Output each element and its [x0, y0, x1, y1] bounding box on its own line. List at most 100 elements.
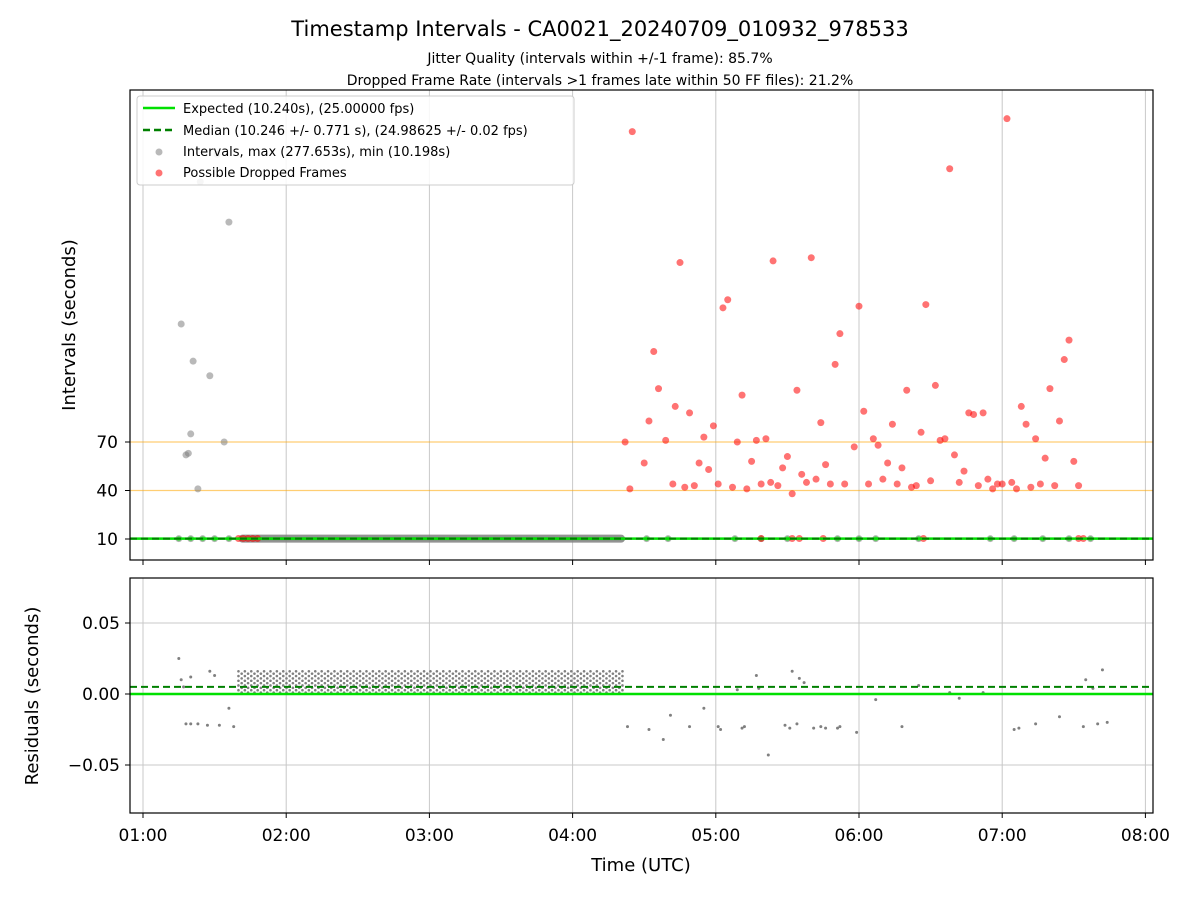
residual-band-dot: [467, 684, 471, 687]
residual-band-dot: [397, 688, 400, 692]
residual-band-dot: [576, 679, 579, 683]
legend-dropped-swatch: [155, 169, 163, 177]
residual-band-dot: [589, 674, 592, 678]
residual-band-dot: [486, 674, 490, 678]
residual-point: [790, 669, 794, 673]
dropped-frame-point: [686, 409, 694, 417]
residual-band-dot: [249, 679, 253, 683]
residual-band-dot: [339, 679, 343, 683]
residual-band-dot: [470, 677, 474, 680]
dropped-frame-point: [960, 467, 968, 475]
residuals-x-ticks: 01:00 02:00 03:00 04:00 05:00 06:00 07:00 08:00: [119, 813, 1170, 846]
residual-band-dot: [483, 672, 487, 675]
residual-band-dot: [413, 681, 416, 685]
residual-band-dot: [528, 672, 531, 675]
dropped-frame-point: [865, 480, 873, 488]
dropped-frame-point: [884, 459, 892, 467]
residual-band-dot: [441, 688, 445, 692]
residual-point: [1012, 728, 1016, 731]
residual-band-dot: [288, 679, 291, 683]
residual-band-dot: [499, 679, 503, 683]
residual-band-dot: [358, 679, 362, 683]
residual-point: [1081, 725, 1085, 729]
residual-band-dot: [521, 681, 525, 685]
residual-band-dot: [425, 672, 429, 675]
residual-band-dot: [246, 672, 250, 675]
residual-band-dot: [589, 679, 592, 683]
residual-band-dot: [515, 672, 519, 675]
legend-box: [136, 95, 575, 186]
residual-band-dot: [240, 681, 243, 685]
residual-band-dot: [406, 672, 410, 675]
chart-subtitle-dropped: Dropped Frame Rate (intervals >1 frames …: [347, 73, 854, 89]
residual-band-dot: [342, 681, 346, 685]
dropped-frame-point: [621, 438, 629, 446]
residual-band-dot: [345, 684, 349, 687]
interval-point: [184, 449, 192, 457]
residual-band-dot: [589, 688, 592, 692]
residual-band-dot: [486, 688, 490, 692]
residual-band-dot: [435, 688, 439, 692]
residual-band-dot: [294, 674, 298, 678]
residual-band-dot: [541, 672, 544, 675]
residual-band-dot: [384, 688, 387, 692]
residual-band-dot: [246, 686, 250, 690]
residual-band-dot: [243, 679, 247, 683]
residual-band-dot: [381, 672, 384, 675]
residual-band-dot: [352, 688, 355, 692]
residual-band-dot: [342, 672, 346, 675]
residual-band-dot: [422, 669, 426, 673]
residual-point: [179, 678, 183, 682]
residual-band-dot: [553, 672, 557, 675]
residual-band-dot: [489, 672, 493, 675]
residual-band-dot: [320, 674, 323, 678]
residual-band-dot: [467, 679, 471, 683]
residual-band-dot: [534, 677, 538, 680]
dropped-frame-point: [628, 128, 636, 136]
residual-band-dot: [489, 677, 493, 680]
residual-band-dot: [582, 688, 586, 692]
residuals-dense-band: [237, 669, 624, 694]
residual-point: [783, 723, 787, 727]
residual-band-dot: [265, 677, 269, 680]
residual-band-dot: [515, 677, 519, 680]
residuals-y-axis-label: Residuals (seconds): [22, 607, 43, 786]
residual-band-dot: [403, 688, 407, 692]
dropped-frame-point: [1046, 385, 1054, 393]
residuals-plot-frame: [129, 577, 1154, 814]
residual-band-dot: [294, 679, 298, 683]
residual-band-dot: [339, 669, 343, 673]
residual-band-dot: [329, 672, 333, 675]
residual-band-dot: [601, 674, 605, 678]
residual-band-dot: [585, 677, 589, 680]
x-tick-label: 06:00: [835, 826, 884, 846]
residual-band-dot: [377, 669, 381, 673]
residual-band-dot: [237, 688, 240, 692]
residual-band-dot: [521, 672, 525, 675]
residuals-y-tick-label: 0.05: [82, 614, 120, 634]
residual-band-dot: [275, 688, 279, 692]
dropped-frame-point: [970, 411, 978, 419]
dropped-frame-point: [979, 409, 987, 417]
residual-band-dot: [374, 672, 378, 675]
residual-band-dot: [342, 677, 346, 680]
residual-band-dot: [419, 681, 423, 685]
dropped-frame-point: [822, 461, 830, 469]
residual-point: [1096, 722, 1100, 726]
dropped-frame-point: [645, 417, 653, 425]
residual-band-dot: [269, 679, 272, 683]
residual-band-dot: [454, 674, 458, 678]
residual-band-dot: [384, 679, 387, 683]
residual-band-dot: [288, 688, 291, 692]
residual-band-dot: [368, 677, 371, 680]
dropped-frame-point: [1060, 356, 1068, 364]
residual-point: [217, 723, 221, 727]
x-tick-label: 03:00: [405, 826, 454, 846]
residual-band-dot: [339, 688, 343, 692]
dropped-frame-point: [724, 296, 732, 304]
residual-band-dot: [256, 688, 259, 692]
residual-band-dot: [429, 688, 432, 692]
interval-point: [225, 218, 233, 226]
dropped-frame-point: [1041, 454, 1049, 462]
dropped-frame-point: [752, 436, 760, 444]
